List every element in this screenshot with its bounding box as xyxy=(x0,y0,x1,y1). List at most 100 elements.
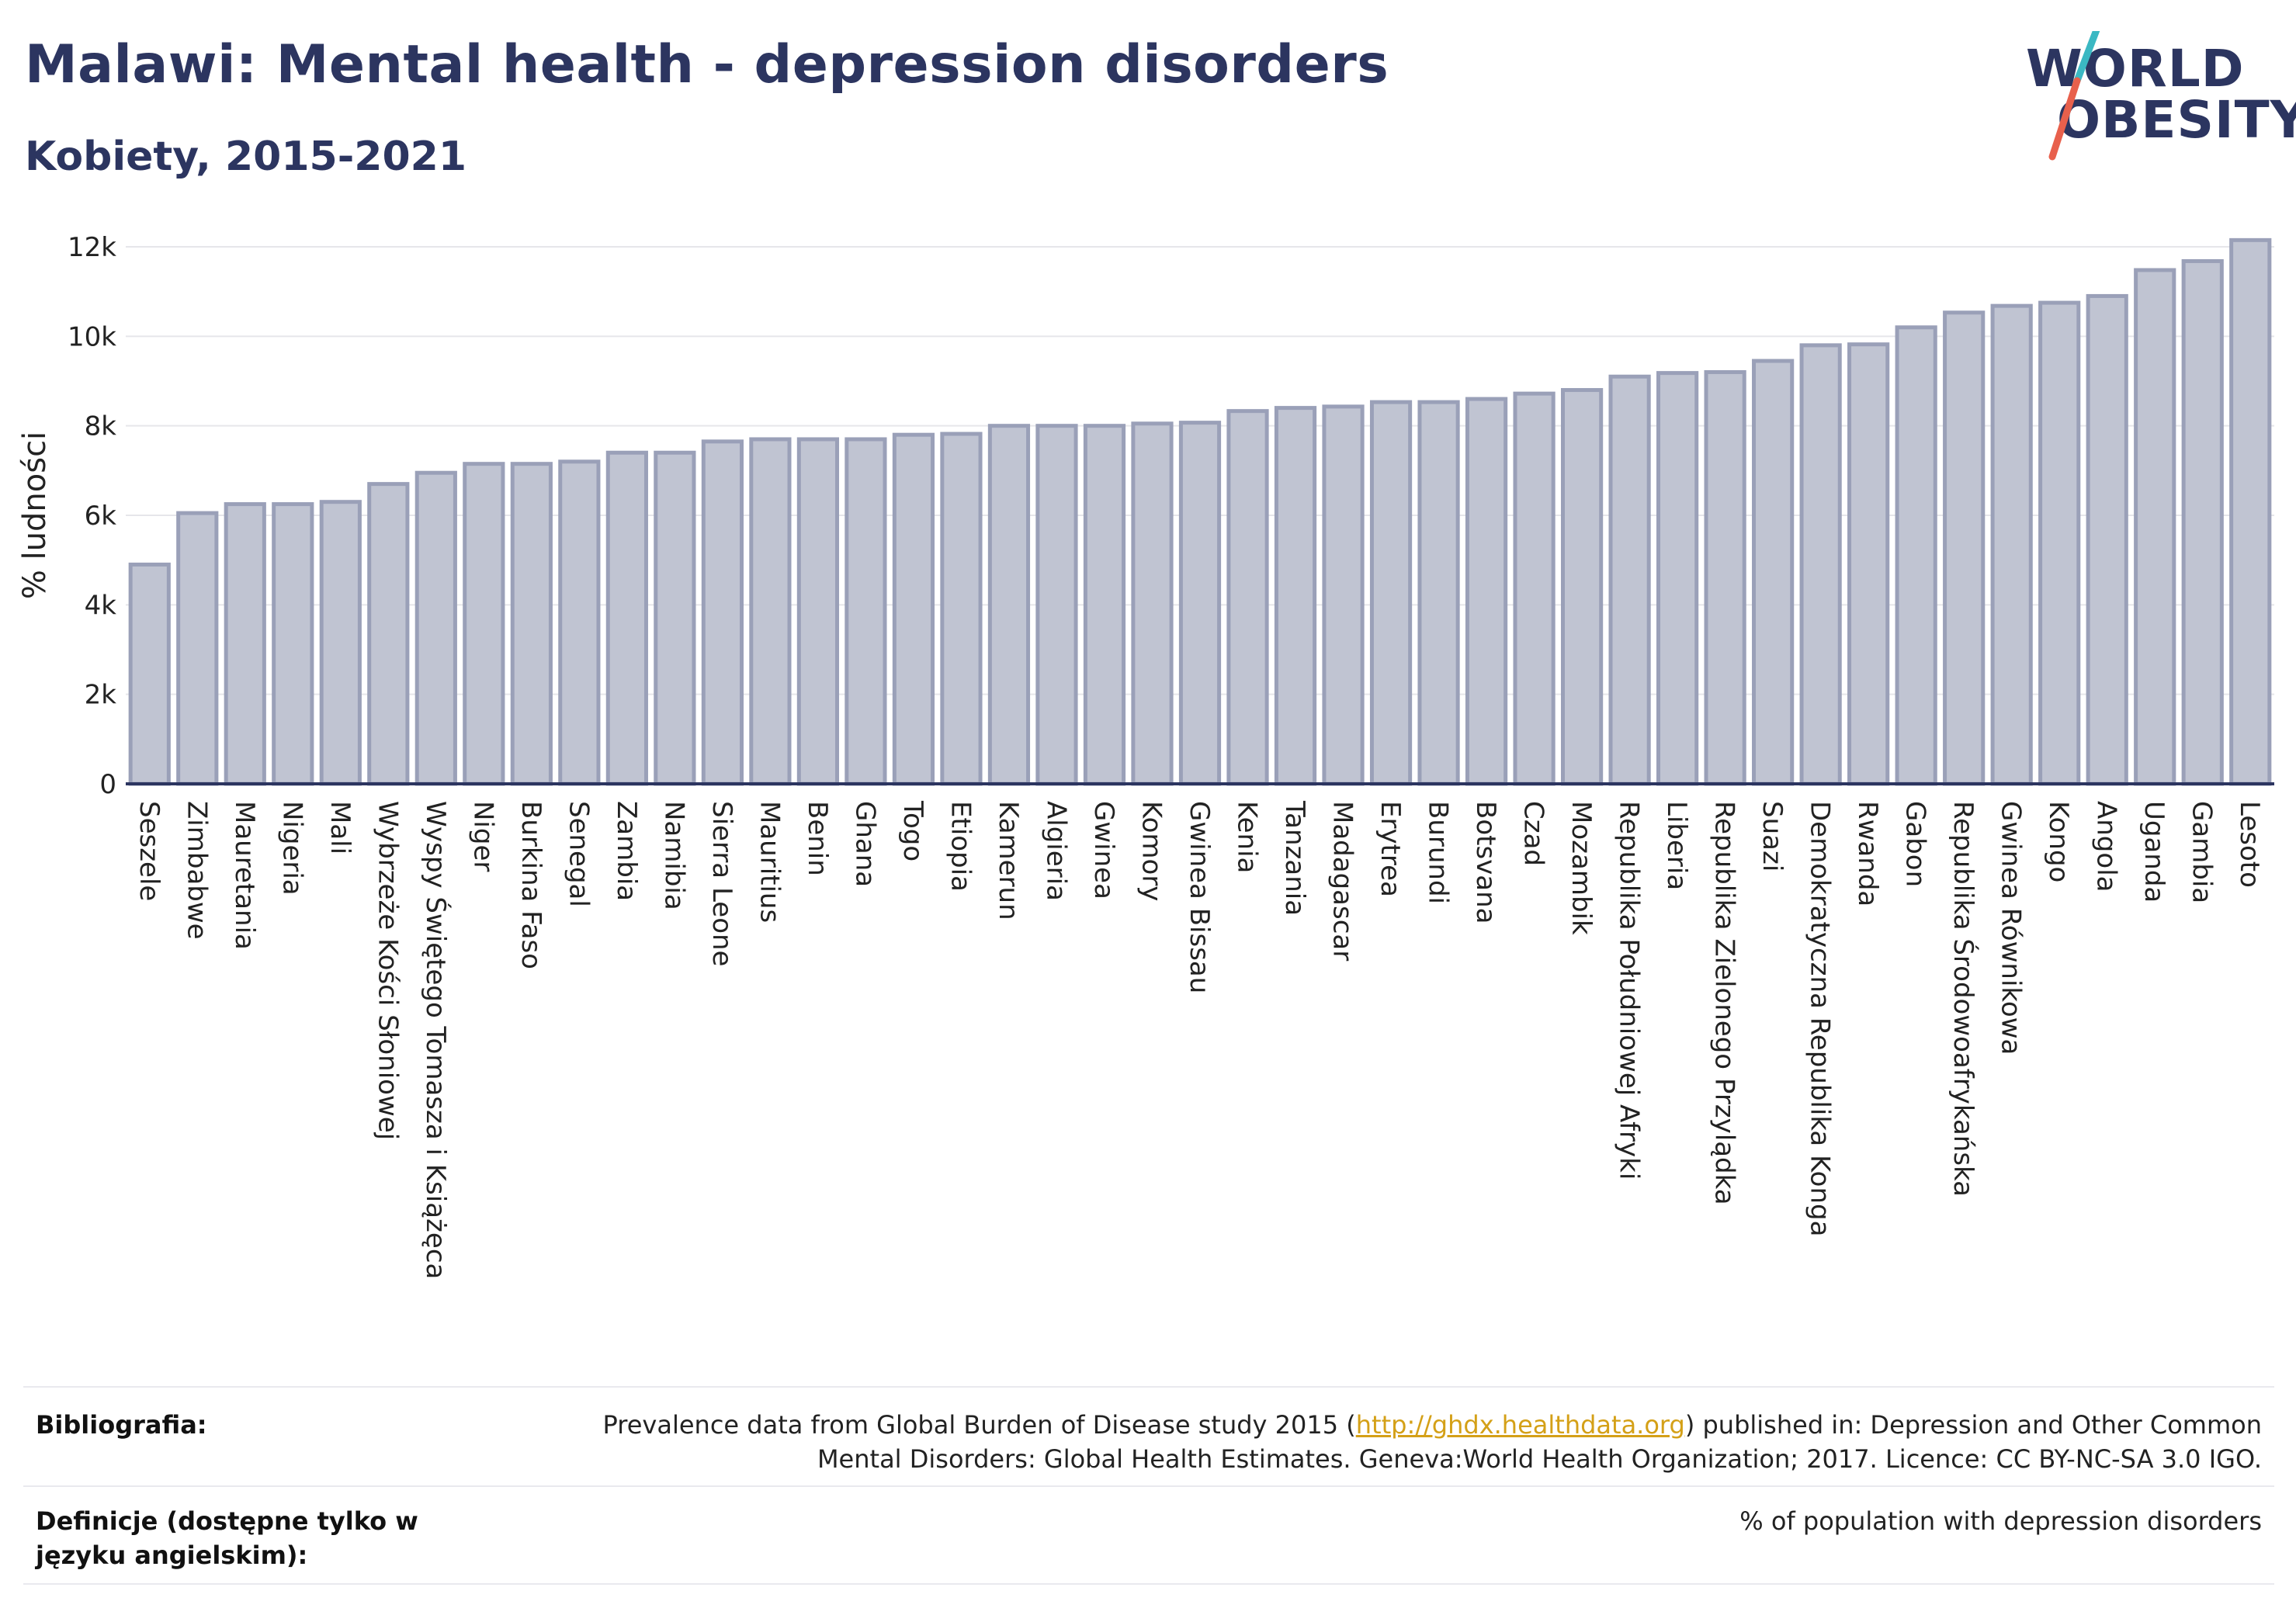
bar[interactable] xyxy=(1417,400,1460,786)
x-tick-label: Etiopia xyxy=(945,801,976,892)
x-tick-label: Niger xyxy=(467,801,498,872)
definitions-text: % of population with depression disorder… xyxy=(1739,1506,2262,1536)
y-tick-label: 0 xyxy=(99,769,116,800)
bar[interactable] xyxy=(940,431,983,786)
bar[interactable] xyxy=(128,562,171,786)
bar[interactable] xyxy=(1322,404,1365,786)
x-tick-label: Namibia xyxy=(658,801,689,910)
bar[interactable] xyxy=(749,437,792,786)
bar[interactable] xyxy=(319,500,362,786)
x-tick-label: Mozambik xyxy=(1566,801,1597,935)
bar[interactable] xyxy=(272,502,314,786)
x-tick-label: Republika Środowoafrykańska xyxy=(1947,801,1979,1197)
bar[interactable] xyxy=(2086,293,2128,786)
x-tick-label: Burundi xyxy=(1423,801,1454,904)
bar[interactable] xyxy=(796,437,840,786)
bar[interactable] xyxy=(1704,369,1746,786)
bar[interactable] xyxy=(1035,424,1078,786)
chart-footer: Bibliografia: Prevalence data from Globa… xyxy=(23,1386,2274,1588)
bibliography-text-1: Prevalence data from Global Burden of Di… xyxy=(602,1410,1356,1440)
definitions-label: Definicje (dostępne tylko w języku angie… xyxy=(36,1506,418,1570)
bar[interactable] xyxy=(701,439,744,786)
bar[interactable] xyxy=(605,450,648,786)
x-tick-label: Togo xyxy=(897,800,928,861)
bar[interactable] xyxy=(1226,409,1269,786)
bar[interactable] xyxy=(1083,424,1126,786)
bar[interactable] xyxy=(2038,300,2081,786)
bar[interactable] xyxy=(1752,359,1795,786)
chart-subtitle: Kobiety, 2015-2021 xyxy=(25,133,467,180)
bar[interactable] xyxy=(1895,325,1937,786)
bar[interactable] xyxy=(1990,303,2033,786)
x-tick-label: Gwinea xyxy=(1088,801,1119,899)
x-tick-label: Wybrzeże Kości Słoniowej xyxy=(372,801,403,1140)
bar[interactable] xyxy=(654,450,696,786)
bar[interactable] xyxy=(414,470,457,786)
x-tick-label: Benin xyxy=(802,801,833,876)
footer-divider-middle xyxy=(23,1485,2274,1487)
x-tick-label: Republika Zielonego Przylądka xyxy=(1709,801,1740,1205)
bar-chart: 0 2k 4k 6k 8k 10k 12k Seszele Zimbabwe Mauretani… xyxy=(17,232,2274,1279)
bar[interactable] xyxy=(1369,400,1413,786)
x-tick-label: Gwinea Bissau xyxy=(1184,801,1215,993)
x-tick-label: Mauretania xyxy=(229,801,260,950)
bar[interactable] xyxy=(2229,237,2272,786)
bar[interactable] xyxy=(2134,268,2176,786)
bar[interactable] xyxy=(367,482,410,786)
x-tick-label: Erytrea xyxy=(1375,801,1406,897)
bibliography-text-3: Mental Disorders: Global Health Estimate… xyxy=(817,1444,2262,1474)
y-tick-label: 12k xyxy=(68,232,116,263)
bar[interactable] xyxy=(510,462,553,786)
bibliography-text-2: ) published in: Depression and Other Com… xyxy=(1684,1410,2262,1440)
logo-line-2: OBESITY xyxy=(2057,90,2296,150)
x-tick-label: Lesoto xyxy=(2234,801,2265,888)
chart-title: Malawi: Mental health - depression disor… xyxy=(25,34,1389,95)
bar[interactable] xyxy=(1274,406,1317,786)
y-axis-ticks: 0 2k 4k 6k 8k 10k 12k xyxy=(68,232,116,800)
y-tick-label: 4k xyxy=(85,590,117,621)
bar[interactable] xyxy=(463,462,505,786)
bar[interactable] xyxy=(1178,421,1222,786)
x-tick-label: Nigeria xyxy=(276,801,307,896)
x-tick-label: Zimbabwe xyxy=(181,801,212,940)
x-tick-label: Madagascar xyxy=(1327,801,1358,961)
bar[interactable] xyxy=(1131,421,1174,786)
x-tick-label: Ghana xyxy=(849,801,880,887)
bar[interactable] xyxy=(987,424,1031,786)
bar[interactable] xyxy=(558,459,601,786)
bar[interactable] xyxy=(1465,397,1508,786)
bar[interactable] xyxy=(1943,310,1986,786)
bar[interactable] xyxy=(1560,388,1604,786)
bibliography-text: Prevalence data from Global Burden of Di… xyxy=(554,1408,2262,1476)
logo-line-1: WORLD xyxy=(2026,39,2245,99)
bar[interactable] xyxy=(176,511,219,786)
x-tick-label: Demokratyczna Republika Konga xyxy=(1805,801,1836,1236)
x-tick-label: Burkina Faso xyxy=(515,801,546,969)
x-tick-label: Algieria xyxy=(1040,801,1071,901)
bar[interactable] xyxy=(1513,391,1556,786)
x-tick-label: Czad xyxy=(1518,801,1549,866)
bibliography-link[interactable]: http://ghdx.healthdata.org xyxy=(1355,1410,1685,1440)
bar[interactable] xyxy=(892,432,935,786)
x-tick-label: Zambia xyxy=(611,801,642,901)
bar[interactable] xyxy=(2181,258,2224,786)
x-tick-label: Suazi xyxy=(1757,801,1788,872)
x-tick-label: Senegal xyxy=(563,801,594,907)
bar[interactable] xyxy=(1656,371,1699,786)
x-tick-label: Republika Południowej Afryki xyxy=(1614,801,1645,1180)
world-obesity-logo[interactable]: WORLD OBESITY xyxy=(2026,31,2296,171)
logo-slash-icon xyxy=(2048,31,2100,161)
x-tick-label: Botsvana xyxy=(1470,801,1501,924)
bar[interactable] xyxy=(224,502,266,786)
y-tick-label: 10k xyxy=(68,321,116,352)
y-tick-label: 8k xyxy=(85,411,117,442)
x-tick-label: Komory xyxy=(1136,801,1167,901)
x-tick-label: Mauritius xyxy=(754,801,785,923)
bar[interactable] xyxy=(1847,342,1890,786)
bibliography-row: Bibliografia: Prevalence data from Globa… xyxy=(23,1408,2274,1478)
x-tick-label: Kenia xyxy=(1232,801,1263,873)
y-axis-title: % ludności xyxy=(17,431,53,599)
bar[interactable] xyxy=(845,437,887,786)
bar[interactable] xyxy=(1799,343,1842,786)
bar[interactable] xyxy=(1608,374,1651,786)
